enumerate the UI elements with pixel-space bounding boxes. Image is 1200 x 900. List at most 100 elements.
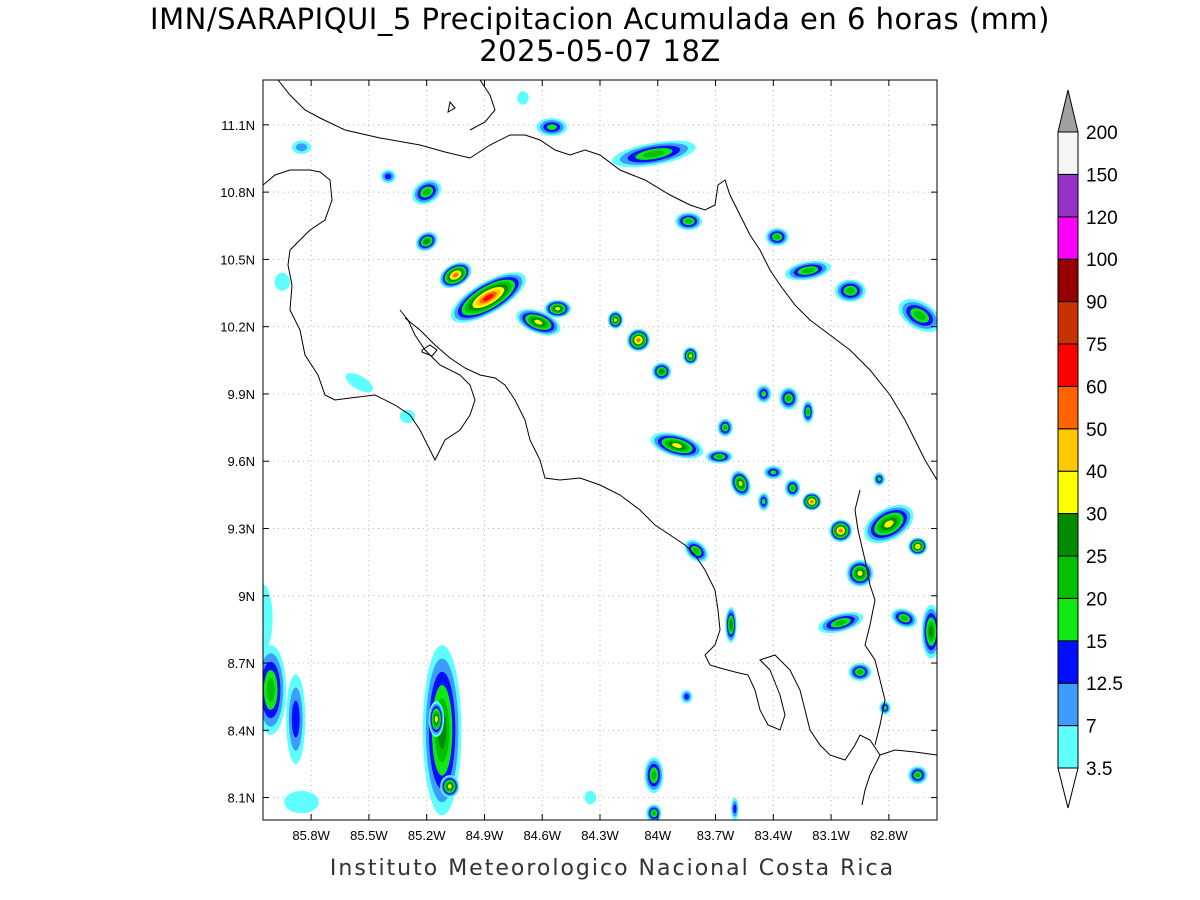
precip-cell bbox=[516, 309, 561, 336]
precip-contour-level-8 bbox=[636, 338, 641, 342]
footer-credit: Instituto Meteorologico Nacional Costa R… bbox=[329, 856, 896, 881]
precip-cell bbox=[829, 519, 853, 542]
lon-tick-label: 84.3W bbox=[581, 828, 619, 843]
precip-contour-level-4 bbox=[786, 395, 792, 402]
colorbar-labels: 3.5 7 12.5 15 20 25 30 40 50 60 75 90 100 120 150 200 bbox=[1086, 123, 1123, 780]
precip-contour-level-3 bbox=[877, 477, 882, 482]
precip-contour-level-8 bbox=[453, 273, 458, 278]
precip-cell bbox=[763, 465, 783, 480]
precip-cell bbox=[765, 228, 789, 246]
precip-cell bbox=[725, 606, 737, 643]
precip-contour-level-4 bbox=[806, 408, 810, 415]
lon-tick-label: 85.2W bbox=[408, 828, 446, 843]
lon-tick-label: 83.1W bbox=[812, 828, 850, 843]
precip-contour-level-0 bbox=[584, 790, 597, 805]
lat-tick-label: 9.3N bbox=[228, 521, 255, 536]
precipitation-field bbox=[263, 91, 937, 820]
precip-cell bbox=[680, 689, 693, 704]
precip-cell bbox=[380, 169, 396, 184]
precip-cell bbox=[682, 346, 699, 365]
precip-contour-level-0 bbox=[345, 373, 374, 393]
precip-cell bbox=[651, 362, 672, 381]
precip-contour-level-4 bbox=[693, 548, 700, 554]
precip-contour-level-8 bbox=[838, 529, 843, 533]
precip-cell bbox=[848, 663, 872, 681]
precip-cell bbox=[784, 479, 801, 498]
precip-contour-level-4 bbox=[685, 218, 693, 224]
precip-contour-level-8 bbox=[810, 500, 814, 504]
chart-subtitle-date: 2025-05-07 18Z bbox=[479, 34, 721, 68]
precip-cell bbox=[612, 140, 696, 168]
nicaragua-border bbox=[277, 80, 719, 211]
colorbar-box-2 bbox=[1057, 640, 1079, 684]
precip-cell bbox=[607, 310, 624, 329]
colorbar-box-0 bbox=[1057, 725, 1079, 769]
gulf-nicoya bbox=[404, 317, 881, 806]
precip-contour-level-4 bbox=[915, 772, 921, 778]
southern-coast bbox=[879, 749, 937, 756]
precip-contour-level-4 bbox=[900, 615, 908, 621]
precip-cell bbox=[717, 418, 733, 437]
colorbar-box-13 bbox=[1057, 173, 1079, 218]
precip-cell bbox=[802, 400, 814, 424]
precip-contour-level-4 bbox=[846, 287, 855, 294]
precip-contour-level-3 bbox=[546, 124, 557, 130]
precip-contour-level-0 bbox=[263, 584, 273, 652]
precip-cell bbox=[908, 766, 928, 785]
precip-cell bbox=[705, 450, 733, 464]
colorbar-label: 50 bbox=[1086, 420, 1107, 441]
precip-cell bbox=[834, 279, 866, 302]
colorbar-box-5 bbox=[1057, 513, 1079, 557]
precip-contour-level-4 bbox=[802, 268, 814, 274]
colorbar-box-11 bbox=[1057, 258, 1079, 303]
colorbar-label: 60 bbox=[1086, 377, 1107, 398]
lon-tick-label: 82.8W bbox=[870, 828, 908, 843]
precip-contour-level-2 bbox=[684, 693, 690, 700]
precip-cell bbox=[286, 674, 306, 764]
precip-contour-level-4 bbox=[266, 678, 275, 702]
lat-tick-label: 10.5N bbox=[220, 252, 255, 267]
lake-nicaragua-shore bbox=[469, 80, 496, 131]
precip-contour-level-4 bbox=[856, 669, 863, 675]
colorbar-box-12 bbox=[1057, 216, 1079, 260]
precip-contour-level-1 bbox=[295, 143, 308, 152]
colorbar-label: 75 bbox=[1086, 335, 1107, 356]
colorbar-label: 90 bbox=[1086, 293, 1107, 314]
colorbar-box-8 bbox=[1057, 385, 1079, 430]
precip-contour-level-4 bbox=[790, 485, 795, 491]
precip-cell bbox=[757, 492, 770, 511]
precip-cell bbox=[730, 470, 751, 497]
precip-contour-level-0 bbox=[284, 790, 319, 814]
precip-cell bbox=[779, 387, 799, 410]
precip-cell bbox=[627, 328, 650, 352]
lon-tick-label: 83.7W bbox=[697, 828, 735, 843]
precip-cell bbox=[921, 604, 937, 659]
precip-contour-level-2 bbox=[733, 804, 737, 814]
lon-tick-label: 85.8W bbox=[292, 828, 330, 843]
precip-cell bbox=[439, 262, 472, 289]
precip-cell bbox=[802, 492, 822, 511]
precip-contour-level-0 bbox=[274, 272, 290, 291]
precip-contour-level-4 bbox=[914, 311, 926, 320]
lon-tick-label: 83.4W bbox=[755, 828, 793, 843]
colorbar-label: 100 bbox=[1086, 250, 1118, 271]
lat-tick-label: 9N bbox=[238, 589, 255, 604]
precip-contour-level-2 bbox=[384, 173, 392, 180]
precip-cell bbox=[517, 91, 529, 105]
precip-cell bbox=[428, 701, 445, 738]
precip-cell bbox=[644, 757, 664, 794]
precip-cell bbox=[873, 472, 886, 486]
lat-tick-label: 9.6N bbox=[228, 454, 255, 469]
precip-contour-level-5 bbox=[424, 239, 430, 244]
precip-cell bbox=[291, 140, 312, 154]
precip-cell bbox=[675, 212, 703, 231]
lat-tick-label: 11.1N bbox=[221, 118, 255, 133]
colorbar-high-arrow bbox=[1057, 89, 1079, 133]
precip-cell bbox=[908, 537, 928, 556]
colorbar-label: 150 bbox=[1086, 165, 1118, 186]
precip-cell bbox=[450, 272, 526, 323]
precip-contour-level-6 bbox=[534, 319, 543, 325]
precip-contour-level-5 bbox=[659, 369, 664, 374]
